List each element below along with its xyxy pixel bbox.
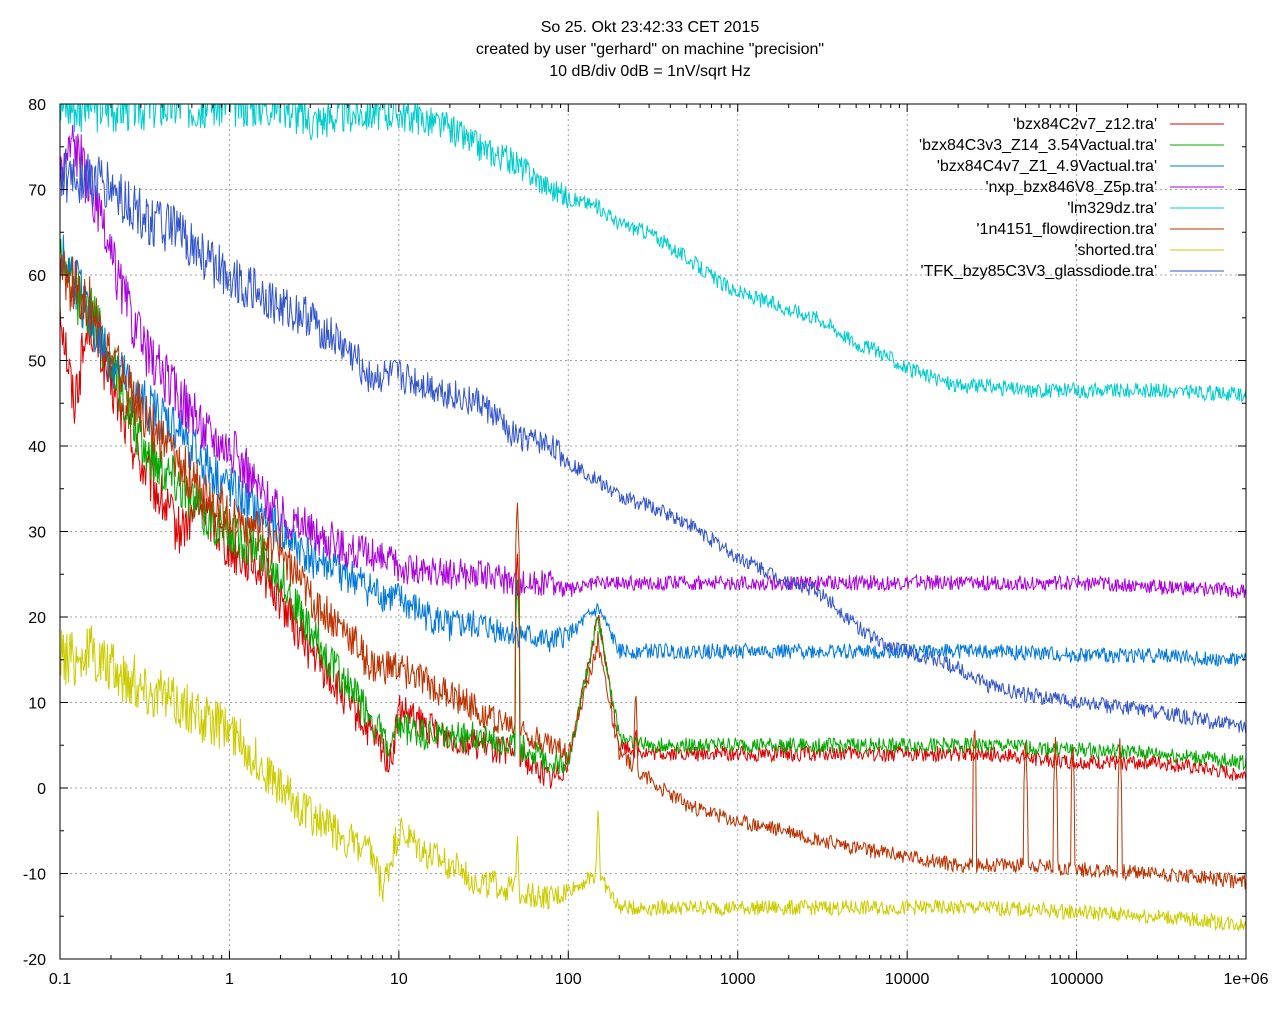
y-tick-label: 70	[28, 183, 46, 200]
series-line-6	[60, 625, 1246, 932]
chart-title: So 25. Okt 23:42:33 CET 2015 created by …	[476, 19, 824, 80]
legend-label: 'shorted.tra'	[1074, 242, 1157, 259]
y-tick-label: 10	[28, 696, 46, 713]
x-tick-label: 0.1	[49, 971, 71, 988]
series-line-2	[60, 234, 1246, 667]
series-layer	[60, 104, 1246, 932]
y-tick-label: -20	[23, 952, 46, 969]
x-tick-label: 10000	[885, 971, 930, 988]
x-tick-label: 100	[555, 971, 582, 988]
x-tick-label: 10	[390, 971, 408, 988]
y-tick-label: 60	[28, 268, 46, 285]
x-tick-label: 100000	[1050, 971, 1103, 988]
legend-label: 'bzx84C3v3_Z14_3.54Vactual.tra'	[919, 137, 1157, 154]
legend-label: 'TFK_bzy85C3V3_glassdiode.tra'	[921, 263, 1157, 280]
legend: 'bzx84C2v7_z12.tra' 'bzx84C3v3_Z14_3.54Va…	[919, 116, 1224, 280]
series-line-7	[60, 148, 1246, 734]
legend-label: 'nxp_bzx846V8_Z5p.tra'	[985, 179, 1157, 196]
series-line-4	[60, 104, 1246, 403]
x-tick-label: 1e+06	[1224, 971, 1269, 988]
series-line-3	[60, 124, 1246, 599]
y-tick-label: 40	[28, 439, 46, 456]
y-tick-label: -10	[23, 867, 46, 884]
title-line-1: So 25. Okt 23:42:33 CET 2015	[541, 19, 760, 36]
legend-label: 'bzx84C4v7_Z1_4.9Vactual.tra'	[937, 158, 1157, 175]
x-tick-label: 1000	[720, 971, 756, 988]
y-tick-label: 20	[28, 610, 46, 627]
y-tick-label: 30	[28, 525, 46, 542]
y-tick-label: 50	[28, 354, 46, 371]
title-line-3: 10 dB/div 0dB = 1nV/sqrt Hz	[549, 63, 750, 80]
y-tick-label: 80	[28, 97, 46, 114]
legend-label: '1n4151_flowdirection.tra'	[977, 221, 1157, 238]
series-line-0	[60, 294, 1246, 789]
series-line-5	[60, 250, 1246, 890]
axes: -20 -10 0 10 20 30 40 50 60 70 80 0.1 1 10 100 1000 1000…	[23, 97, 1269, 988]
legend-label: 'lm329dz.tra'	[1067, 200, 1157, 217]
title-line-2: created by user "gerhard" on machine "pr…	[476, 41, 824, 58]
y-tick-label: 0	[37, 781, 46, 798]
legend-label: 'bzx84C2v7_z12.tra'	[1013, 116, 1157, 133]
x-tick-label: 1	[225, 971, 234, 988]
